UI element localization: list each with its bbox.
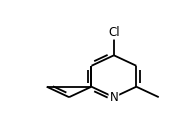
Text: N: N: [110, 91, 118, 104]
Text: Cl: Cl: [108, 26, 120, 39]
